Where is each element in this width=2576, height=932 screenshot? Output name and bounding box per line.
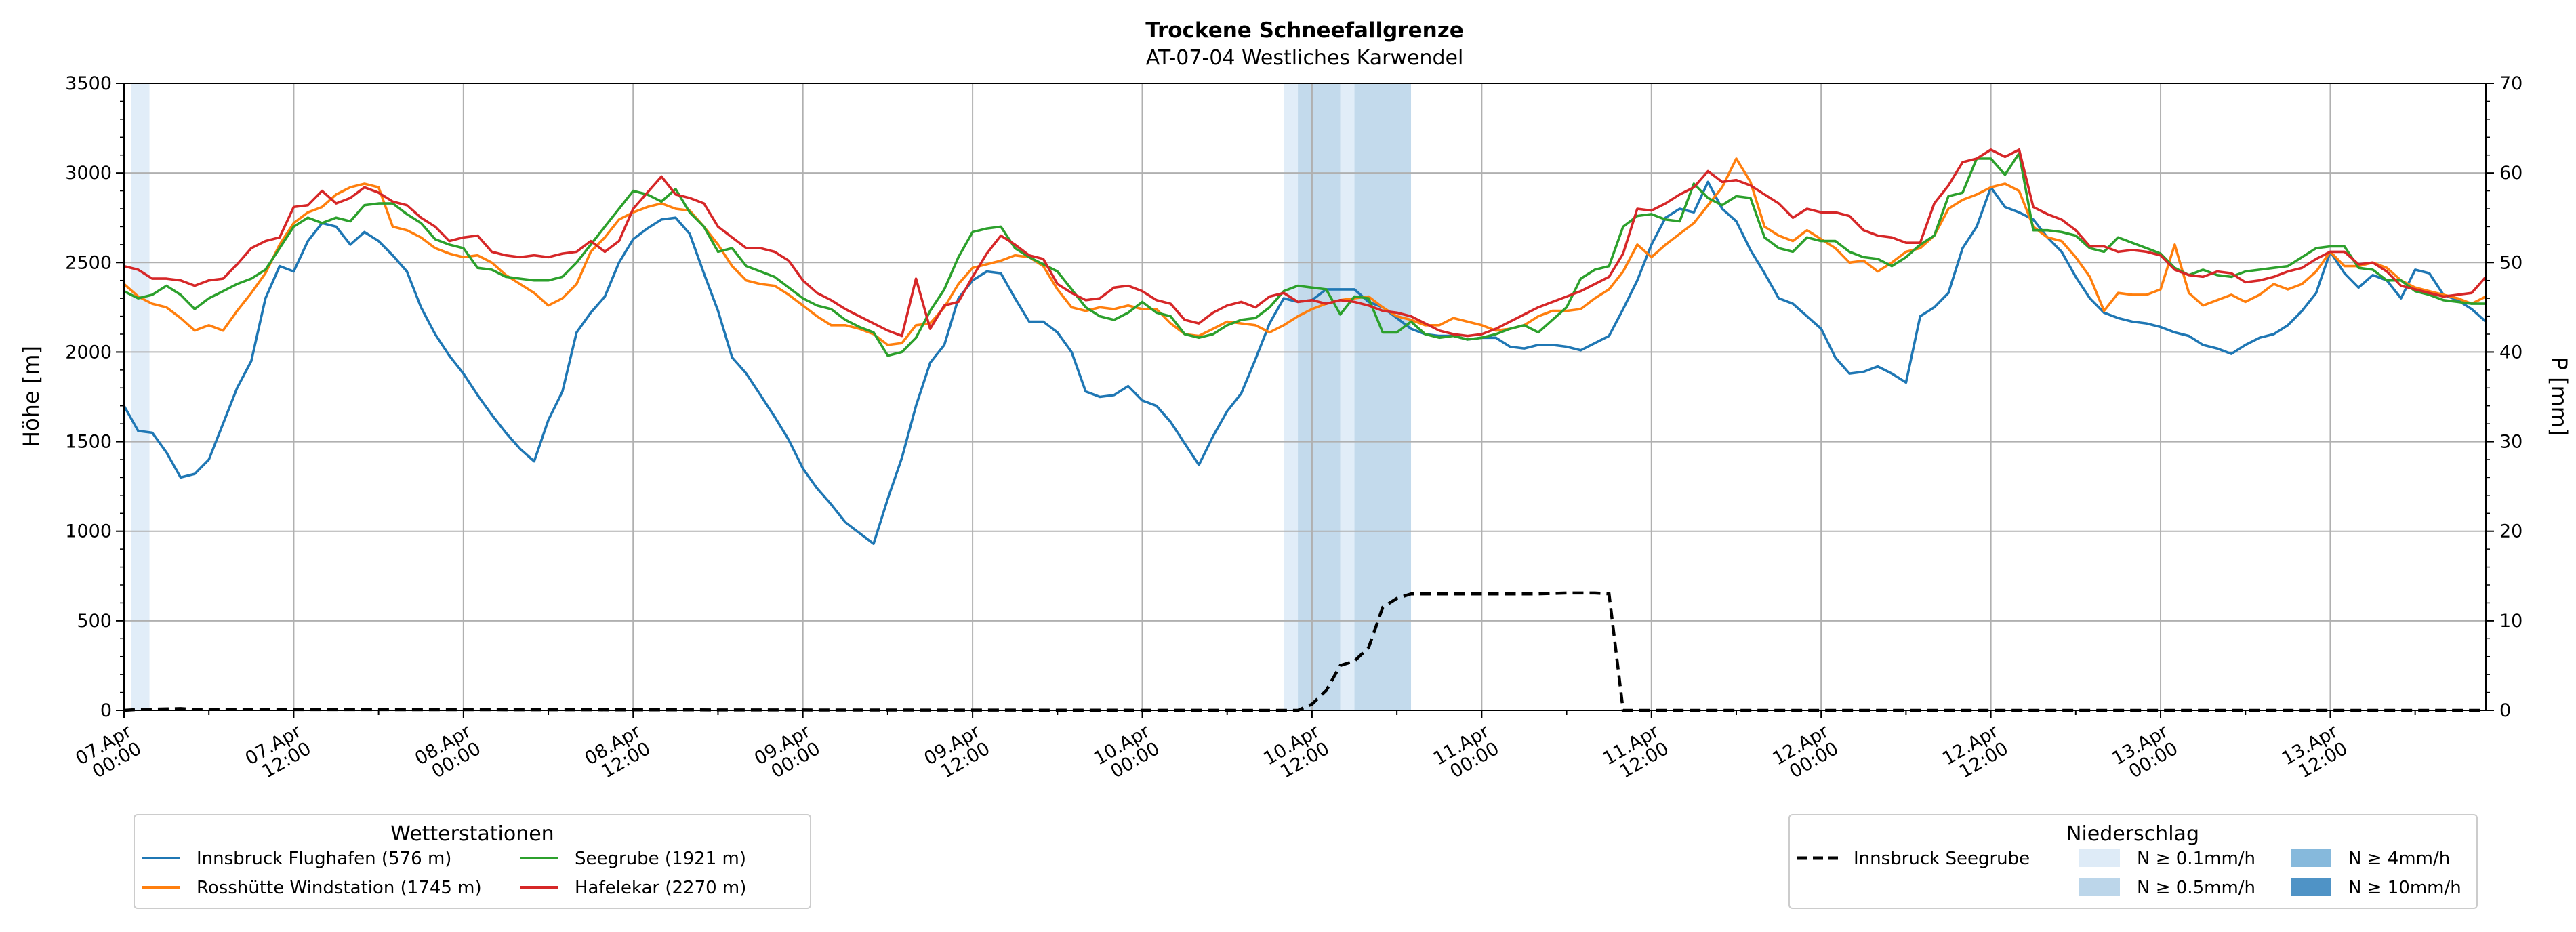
legend-intensity-swatch-3	[2291, 878, 2331, 896]
legend-intensity-label-0: N ≥ 0.1mm/h	[2137, 849, 2255, 869]
legend-intensity-label-3: N ≥ 10mm/h	[2348, 878, 2461, 898]
x-tick-label-8: 11.Apr00:00	[1430, 721, 1503, 786]
y2-tick-label-0: 0	[2499, 700, 2511, 721]
precip-band-1	[1284, 83, 1299, 710]
y-tick-label-3: 1500	[65, 432, 112, 453]
legend-precip-line-label: Innsbruck Seegrube	[1854, 849, 2030, 869]
y-tick-label-4: 2000	[65, 342, 112, 363]
precip-band-3	[1340, 83, 1355, 710]
x-tick-label-5: 09.Apr12:00	[920, 721, 994, 786]
legend-stations-box	[134, 814, 811, 909]
precip-bands	[131, 83, 1412, 710]
y-axis-label: Höhe [m]	[18, 346, 44, 447]
legend-intensity-label-1: N ≥ 0.5mm/h	[2137, 878, 2255, 898]
grid	[123, 83, 2486, 711]
legend-stations-title: Wetterstationen	[390, 822, 554, 846]
legend-intensity-swatch-1	[2079, 878, 2120, 896]
legend-label-1: Rosshütte Windstation (1745 m)	[197, 878, 482, 898]
precip-band-0	[131, 83, 150, 710]
y2-tick-label-2: 20	[2499, 521, 2522, 542]
legend-label-2: Seegrube (1921 m)	[575, 849, 746, 869]
y2-tick-label-4: 40	[2499, 342, 2522, 363]
x-tick-label-7: 10.Apr12:00	[1260, 721, 1333, 786]
x-tick-label-11: 12.Apr12:00	[1939, 721, 2012, 786]
x-tick-label-3: 08.Apr12:00	[581, 721, 655, 786]
y-tick-label-2: 1000	[65, 521, 112, 542]
precip-band-2	[1298, 83, 1341, 710]
y-tick-label-5: 2500	[65, 252, 112, 273]
series-line-3	[123, 148, 2487, 338]
y2-tick-label-7: 70	[2499, 73, 2522, 94]
chart-subtitle: AT-07-04 Westliches Karwendel	[1146, 46, 1464, 70]
x-tick-label-6: 10.Apr00:00	[1090, 721, 1164, 786]
legend-stations: Wetterstationen Innsbruck Flughafen (576 …	[134, 814, 811, 909]
x-tick-label-13: 13.Apr12:00	[2278, 721, 2352, 786]
legend-intensity-swatch-2	[2291, 849, 2331, 867]
y2-tick-label-1: 10	[2499, 611, 2522, 632]
y2-tick-label-6: 60	[2499, 163, 2522, 184]
precip-band-4	[1354, 83, 1412, 710]
y-tick-label-7: 3500	[65, 73, 112, 94]
legend-label-0: Innsbruck Flughafen (576 m)	[197, 849, 451, 869]
x-tick-label-1: 07.Apr12:00	[242, 721, 315, 786]
x-tick-label-4: 09.Apr00:00	[751, 721, 824, 786]
legend-label-3: Hafelekar (2270 m)	[575, 878, 746, 898]
y-tick-label-1: 500	[77, 611, 112, 632]
x-tick-label-9: 11.Apr12:00	[1599, 721, 1673, 786]
legend-intensity-swatch-0	[2079, 849, 2120, 867]
y2-tick-label-5: 50	[2499, 252, 2522, 273]
y2-axis-label: P [mm]	[2546, 357, 2572, 437]
series-line-2	[123, 152, 2486, 357]
y2-tick-label-3: 30	[2499, 432, 2522, 453]
chart-title: Trockene Schneefallgrenze	[1145, 18, 1464, 43]
x-tick-label-12: 13.Apr00:00	[2108, 721, 2182, 786]
x-tick-label-0: 07.Apr00:00	[72, 721, 145, 786]
series-line-1	[123, 157, 2487, 346]
plot-frame	[123, 83, 2487, 711]
x-tick-label-2: 08.Apr00:00	[411, 721, 485, 786]
legend-intensity-label-2: N ≥ 4mm/h	[2348, 849, 2450, 869]
legend-precip: Niederschlag Innsbruck Seegrube N ≥ 0.1mm/…	[1788, 814, 2478, 909]
y-tick-label-0: 0	[100, 700, 112, 721]
y-tick-label-6: 3000	[65, 163, 112, 184]
legend-precip-title: Niederschlag	[2066, 822, 2199, 846]
x-tick-label-10: 12.Apr00:00	[1770, 721, 1843, 786]
